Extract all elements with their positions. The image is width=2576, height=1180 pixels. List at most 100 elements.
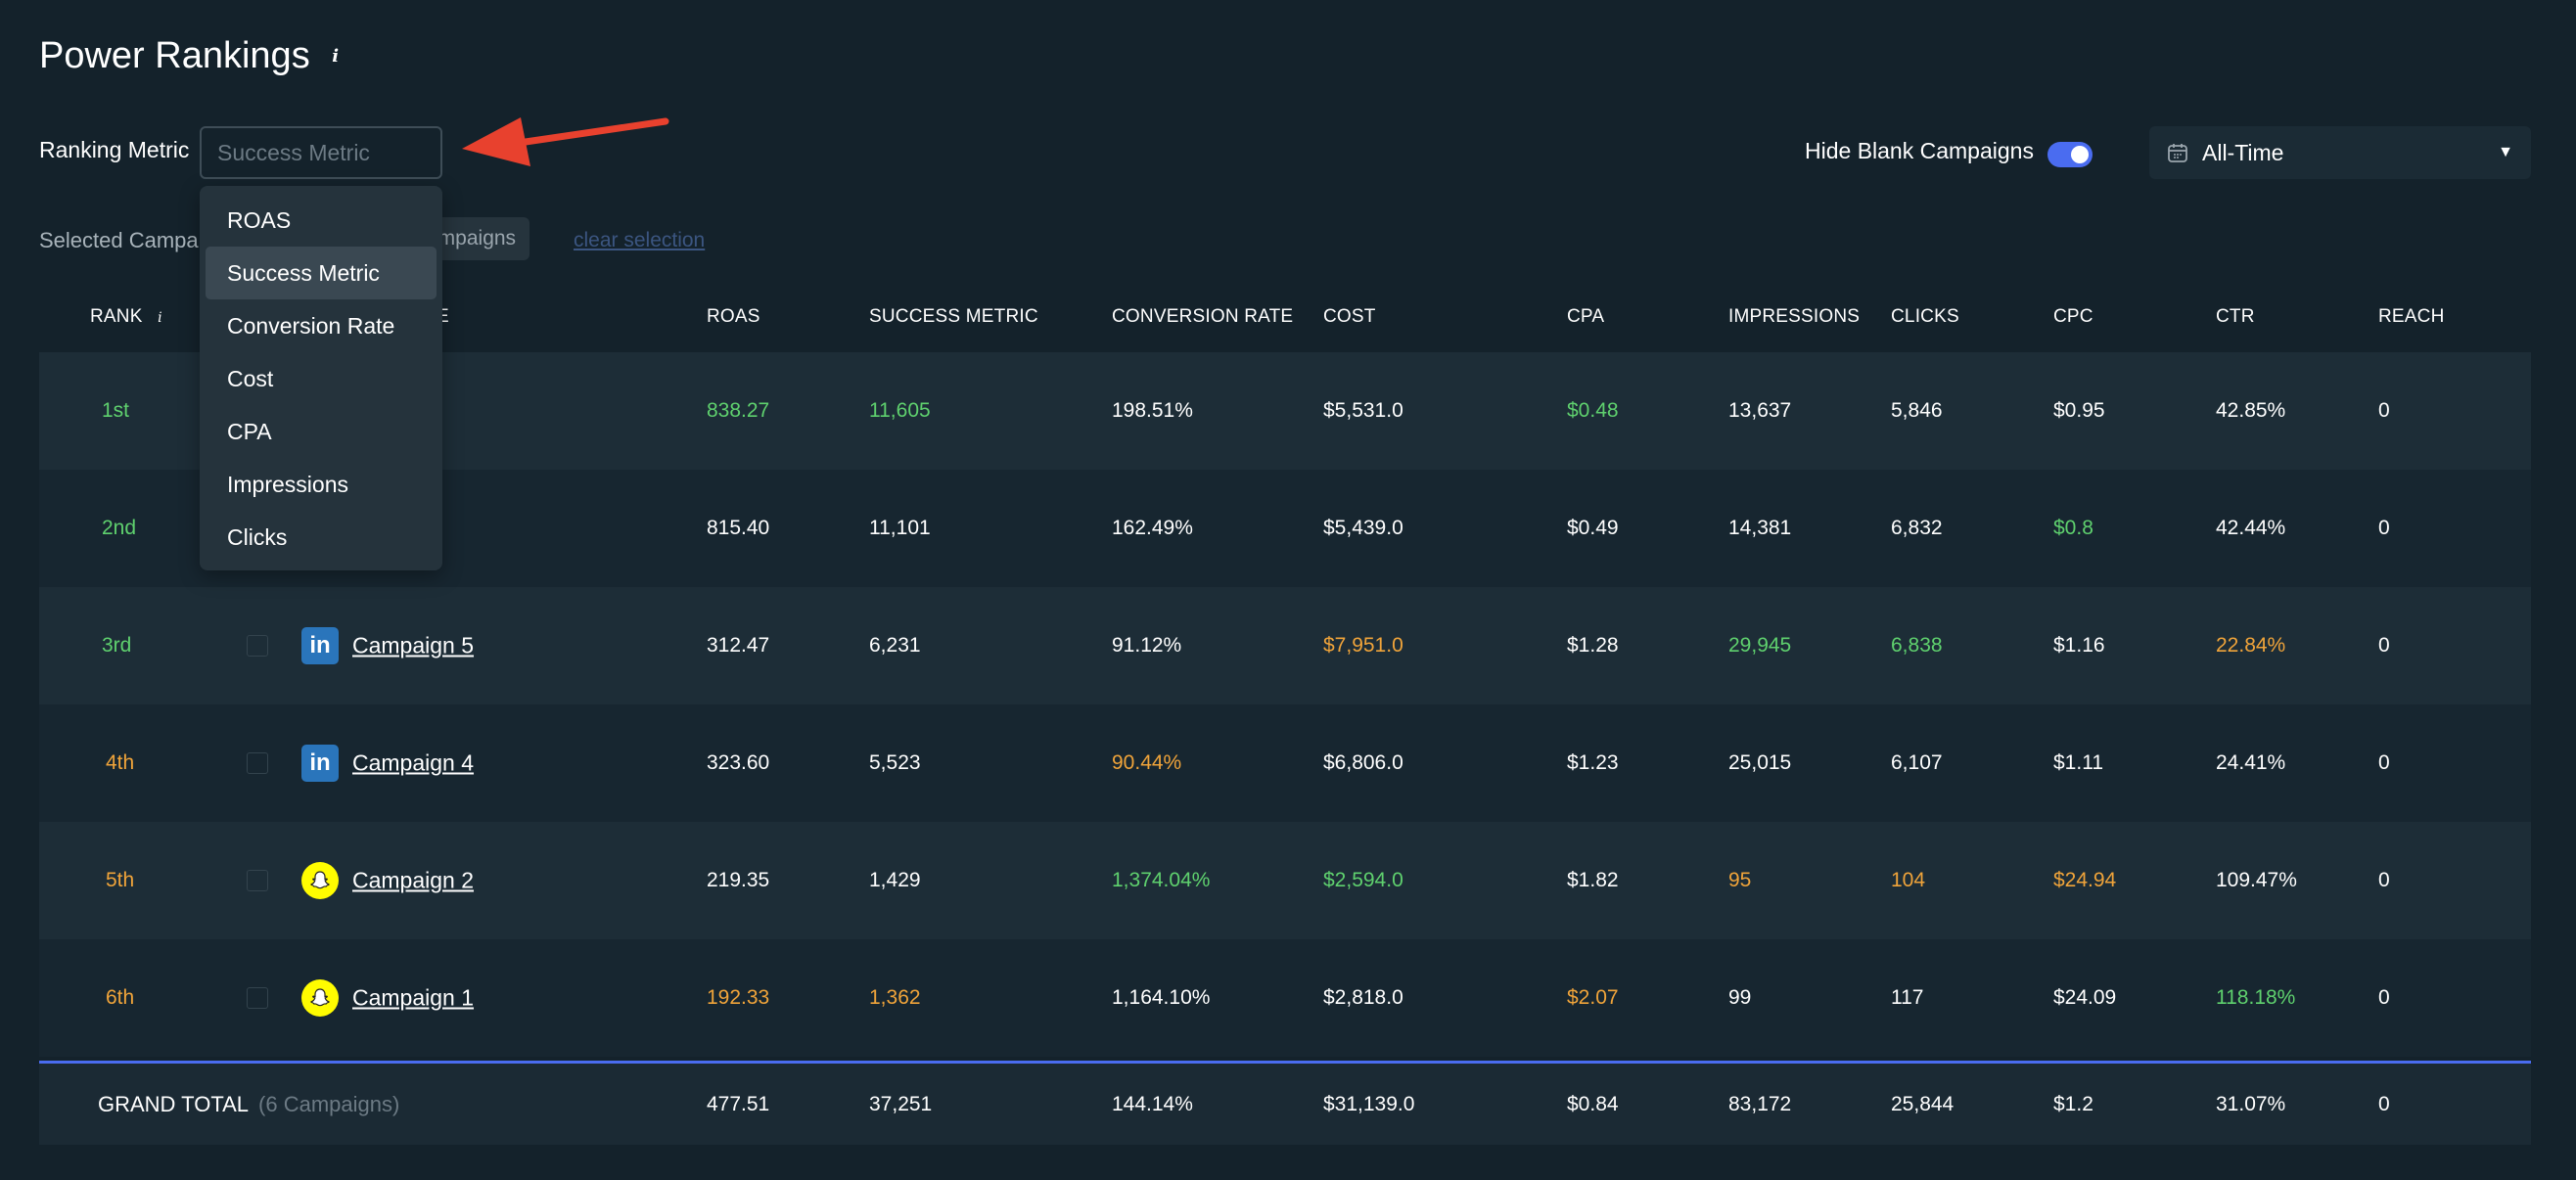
dropdown-option[interactable]: ROAS (227, 206, 292, 233)
total-roas: 477.51 (707, 1092, 770, 1115)
cell-roas: 323.60 (707, 751, 770, 774)
cell-ctr: 109.47% (2216, 869, 2297, 891)
hide-blank-toggle[interactable] (2047, 142, 2093, 167)
cell-clicks: 104 (1891, 869, 1926, 891)
col-cpa[interactable]: CPA (1567, 306, 1605, 327)
dropdown-option[interactable]: Conversion Rate (227, 312, 395, 339)
cell-clicks: 5,846 (1891, 399, 1943, 422)
date-range-value: All-Time (2202, 139, 2284, 165)
row-checkbox[interactable] (247, 987, 268, 1009)
rank-info-icon[interactable]: i (158, 310, 162, 326)
col-ctr[interactable]: CTR (2216, 306, 2255, 327)
total-success: 37,251 (869, 1092, 933, 1115)
cell-ctr: 24.41% (2216, 751, 2286, 774)
cell-clicks: 6,838 (1891, 634, 1943, 657)
col-cpc[interactable]: CPC (2053, 306, 2093, 327)
cell-roas: 838.27 (707, 399, 770, 422)
campaign-link[interactable]: Campaign 4 (352, 749, 475, 776)
row-checkbox[interactable] (247, 870, 268, 891)
cell-cost: $2,594.0 (1323, 869, 1403, 891)
cell-reach: 0 (2378, 634, 2390, 657)
campaign-link[interactable]: Campaign 2 (352, 867, 475, 893)
rank-cell: 5th (106, 869, 135, 891)
cell-cpc: $24.09 (2053, 986, 2117, 1009)
dropdown-option[interactable]: Clicks (227, 523, 288, 550)
campaign-link[interactable]: Campaign 1 (352, 984, 475, 1011)
col-success[interactable]: SUCCESS METRIC (869, 306, 1038, 327)
cell-cpa: $1.28 (1567, 634, 1619, 657)
grand-total-row: GRAND TOTAL (6 Campaigns) 477.51 37,251 1… (39, 1061, 2531, 1145)
caret-down-icon: ▼ (2498, 144, 2513, 160)
cell-conv: 198.51% (1112, 399, 1193, 422)
grand-total-label: GRAND TOTAL (6 Campaigns) (98, 1092, 399, 1117)
cell-ctr: 22.84% (2216, 634, 2286, 657)
col-impr[interactable]: IMPRESSIONS (1728, 306, 1861, 327)
col-roas[interactable]: ROAS (707, 306, 760, 327)
dropdown-option[interactable]: Success Metric (206, 247, 437, 299)
col-conv[interactable]: CONVERSION RATE (1112, 306, 1294, 327)
cell-cpa: $1.23 (1567, 751, 1619, 774)
col-cost[interactable]: COST (1323, 306, 1376, 327)
cell-roas: 312.47 (707, 634, 770, 657)
row-checkbox[interactable] (247, 635, 268, 657)
cell-impr: 14,381 (1728, 517, 1792, 539)
cell-impr: 99 (1728, 986, 1752, 1009)
cell-impr: 25,015 (1728, 751, 1792, 774)
total-cpa: $0.84 (1567, 1092, 1619, 1115)
cell-cost: $5,439.0 (1323, 517, 1403, 539)
table-row: 2ndn-2815.4011,101162.49%$5,439.0$0.4914… (39, 470, 2531, 587)
total-impr: 83,172 (1728, 1092, 1792, 1115)
cell-reach: 0 (2378, 517, 2390, 539)
total-ctr: 31.07% (2216, 1092, 2286, 1115)
cell-reach: 0 (2378, 869, 2390, 891)
col-reach[interactable]: REACH (2378, 306, 2445, 327)
page-title-text: Power Rankings (39, 35, 310, 76)
cell-clicks: 117 (1891, 986, 1924, 1009)
cell-cpc: $0.95 (2053, 399, 2105, 422)
rankings-table: RANK i E ROAS SUCCESS METRIC CONVERSION … (39, 282, 2531, 1145)
col-rank[interactable]: RANK i (90, 306, 162, 328)
table-row: 5th Campaign 2 219.35 1,429 1,374.04% $2,594.… (39, 822, 2531, 939)
cell-cpa: $1.82 (1567, 869, 1619, 891)
date-range-select[interactable]: All-Time ▼ (2149, 126, 2531, 179)
dropdown-option[interactable]: Cost (227, 365, 274, 391)
cell-roas: 815.40 (707, 517, 770, 539)
cell-conv: 1,374.04% (1112, 869, 1211, 891)
cell-cost: $5,531.0 (1323, 399, 1403, 422)
total-conv: 144.14% (1112, 1092, 1193, 1115)
cell-reach: 0 (2378, 751, 2390, 774)
cell-ctr: 42.85% (2216, 399, 2286, 422)
cell-impr: 95 (1728, 869, 1752, 891)
cell-cpc: $1.16 (2053, 634, 2105, 657)
clear-selection-link[interactable]: clear selection (574, 229, 706, 251)
grand-total-text: GRAND TOTAL (98, 1091, 250, 1116)
cell-success: 1,362 (869, 986, 921, 1009)
col-clicks[interactable]: CLICKS (1891, 306, 1959, 327)
cell-conv: 1,164.10% (1112, 986, 1211, 1009)
ranking-metric-label: Ranking Metric (39, 137, 190, 162)
total-cost: $31,139.0 (1323, 1092, 1415, 1115)
cell-roas: 192.33 (707, 986, 770, 1009)
cell-success: 5,523 (869, 751, 921, 774)
ranking-metric-input[interactable] (200, 126, 442, 179)
calendar-icon (2168, 144, 2187, 162)
cell-cpa: $2.07 (1567, 986, 1619, 1009)
cell-roas: 219.35 (707, 869, 770, 891)
cell-reach: 0 (2378, 986, 2390, 1009)
dropdown-option[interactable]: Impressions (227, 471, 348, 497)
row-checkbox[interactable] (247, 752, 268, 774)
col-rank-label: RANK (90, 306, 143, 327)
dropdown-option[interactable]: CPA (227, 418, 272, 444)
rank-cell: 3rd (102, 634, 132, 657)
table-row: 4th in Campaign 4 323.60 5,523 90.44% $6,806.0… (39, 704, 2531, 822)
table-row: 3rd in Campaign 5 312.47 6,231 91.12% $7,951.0… (39, 587, 2531, 704)
rank-cell: 2nd (102, 517, 137, 539)
table-header: RANK i E ROAS SUCCESS METRIC CONVERSION … (39, 282, 2531, 352)
cell-success: 6,231 (869, 634, 921, 657)
page-title: Power Rankings i (39, 35, 345, 77)
cell-conv: 90.44% (1112, 751, 1182, 774)
info-icon[interactable]: i (332, 45, 340, 67)
linkedin-icon: in (301, 745, 339, 782)
campaign-link[interactable]: Campaign 5 (352, 632, 475, 658)
snapchat-icon (301, 979, 339, 1017)
